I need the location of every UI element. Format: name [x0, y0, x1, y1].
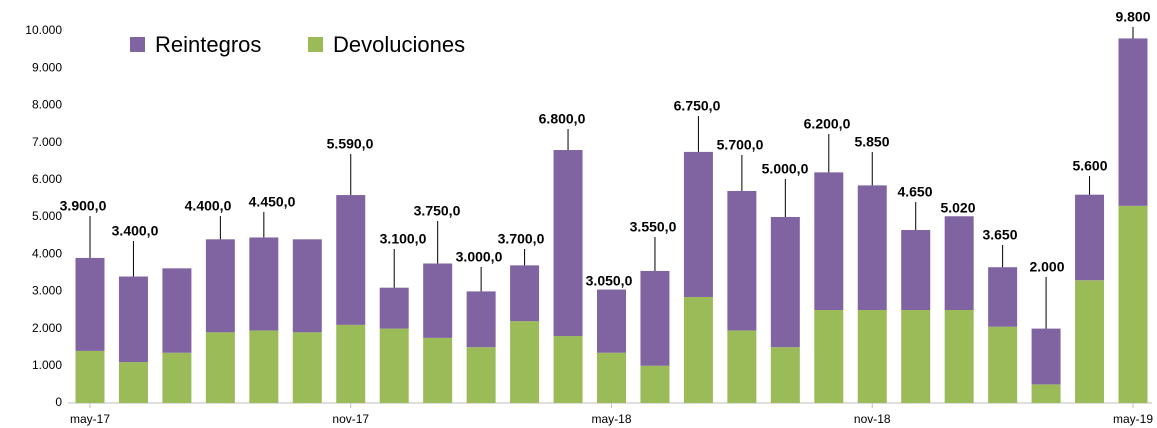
bar-segment [379, 287, 409, 329]
bar-segment [857, 310, 887, 403]
bar-segment [423, 337, 453, 403]
bar-segment [901, 310, 931, 403]
total-label: 5.000,0 [762, 161, 809, 177]
total-label: 2.000 [1029, 259, 1064, 275]
total-label: 3.100,0 [380, 231, 427, 247]
total-label: 4.450,0 [249, 194, 296, 210]
x-tick-label: nov-17 [332, 412, 369, 426]
total-label: 6.200,0 [804, 116, 851, 132]
total-label: 3.650 [982, 227, 1017, 243]
x-tick-label: may-17 [70, 412, 110, 426]
bar-segment [1118, 205, 1148, 403]
y-tick-label: 0 [55, 395, 62, 409]
y-tick-label: 1.000 [32, 358, 62, 372]
bar-segment [814, 172, 844, 310]
y-tick-label: 6.000 [32, 172, 62, 186]
bar-segment [118, 362, 148, 403]
bar-segment [205, 332, 235, 403]
bar-segment [901, 230, 931, 310]
bar-segment [683, 296, 713, 403]
total-label: 4.400,0 [185, 198, 232, 214]
bar-segment [336, 195, 366, 325]
legend-swatch [308, 37, 323, 52]
total-label: 3.550,0 [630, 219, 677, 235]
y-tick-label: 7.000 [32, 135, 62, 149]
bar-segment [1118, 38, 1148, 206]
bar-segment [770, 217, 800, 348]
total-label: 3.050,0 [586, 273, 633, 289]
y-tick-label: 10.000 [25, 23, 62, 37]
bar-segment [510, 265, 540, 322]
legend-label: Devoluciones [333, 32, 465, 57]
bar-segment [118, 276, 148, 363]
x-tick-label: may-19 [1113, 412, 1153, 426]
y-tick-label: 9.000 [32, 60, 62, 74]
bar-segment [770, 347, 800, 403]
y-tick-label: 4.000 [32, 246, 62, 260]
y-tick-label: 2.000 [32, 321, 62, 335]
bar-segment [683, 151, 713, 297]
bar-segment [1031, 328, 1061, 385]
total-label: 6.750,0 [674, 98, 721, 114]
x-tick-label: may-18 [591, 412, 631, 426]
y-tick-label: 3.000 [32, 284, 62, 298]
bar-segment [1075, 194, 1105, 281]
bar-segment [640, 270, 670, 366]
total-label: 5.600 [1072, 158, 1107, 174]
bar-segment [510, 321, 540, 403]
total-label: 3.750,0 [414, 203, 461, 219]
total-label: 5.020 [940, 200, 975, 216]
total-label: 5.590,0 [327, 136, 374, 152]
bar-segment [423, 263, 453, 338]
total-label: 4.650 [897, 184, 932, 200]
total-label: 3.400,0 [112, 223, 159, 239]
bar-segment [1031, 384, 1061, 403]
bar-segment [597, 352, 626, 403]
total-label: 5.700,0 [717, 137, 764, 153]
total-label: 3.000,0 [456, 249, 503, 265]
legend-label: Reintegros [155, 32, 261, 57]
bar-segment [857, 185, 887, 310]
legend-swatch [130, 37, 145, 52]
total-label: 3.900,0 [60, 198, 107, 214]
bar-segment [944, 310, 974, 403]
bar-segment [466, 347, 496, 403]
bar-segment [1075, 280, 1105, 403]
bar-segment [814, 310, 844, 403]
total-label: 6.800,0 [539, 111, 586, 127]
bar-segment [727, 190, 757, 331]
bar-segment [640, 365, 670, 403]
bar-segment [205, 239, 235, 333]
bar-segment [292, 332, 322, 403]
y-tick-label: 8.000 [32, 98, 62, 112]
bar-segment [162, 352, 192, 403]
total-label: 3.700,0 [498, 231, 545, 247]
bar-segment [75, 350, 105, 403]
total-label: 5.850 [854, 134, 889, 150]
bar-segment [466, 291, 496, 348]
total-label: 9.800 [1115, 9, 1150, 25]
bar-segment [553, 336, 583, 403]
bar-segment [379, 328, 409, 403]
bar-segment [249, 237, 279, 331]
bar-segment [162, 268, 192, 353]
bar-segment [292, 239, 322, 333]
x-tick-label: nov-18 [854, 412, 891, 426]
bar-segment [944, 216, 974, 310]
bar-segment [727, 330, 757, 403]
y-tick-label: 5.000 [32, 209, 62, 223]
bar-segment [988, 267, 1018, 327]
bar-segment [597, 289, 626, 353]
bar-segment [75, 257, 105, 351]
bar-segment [553, 150, 583, 337]
bar-segment [336, 324, 366, 403]
bar-segment [249, 330, 279, 403]
bar-segment [988, 326, 1018, 403]
